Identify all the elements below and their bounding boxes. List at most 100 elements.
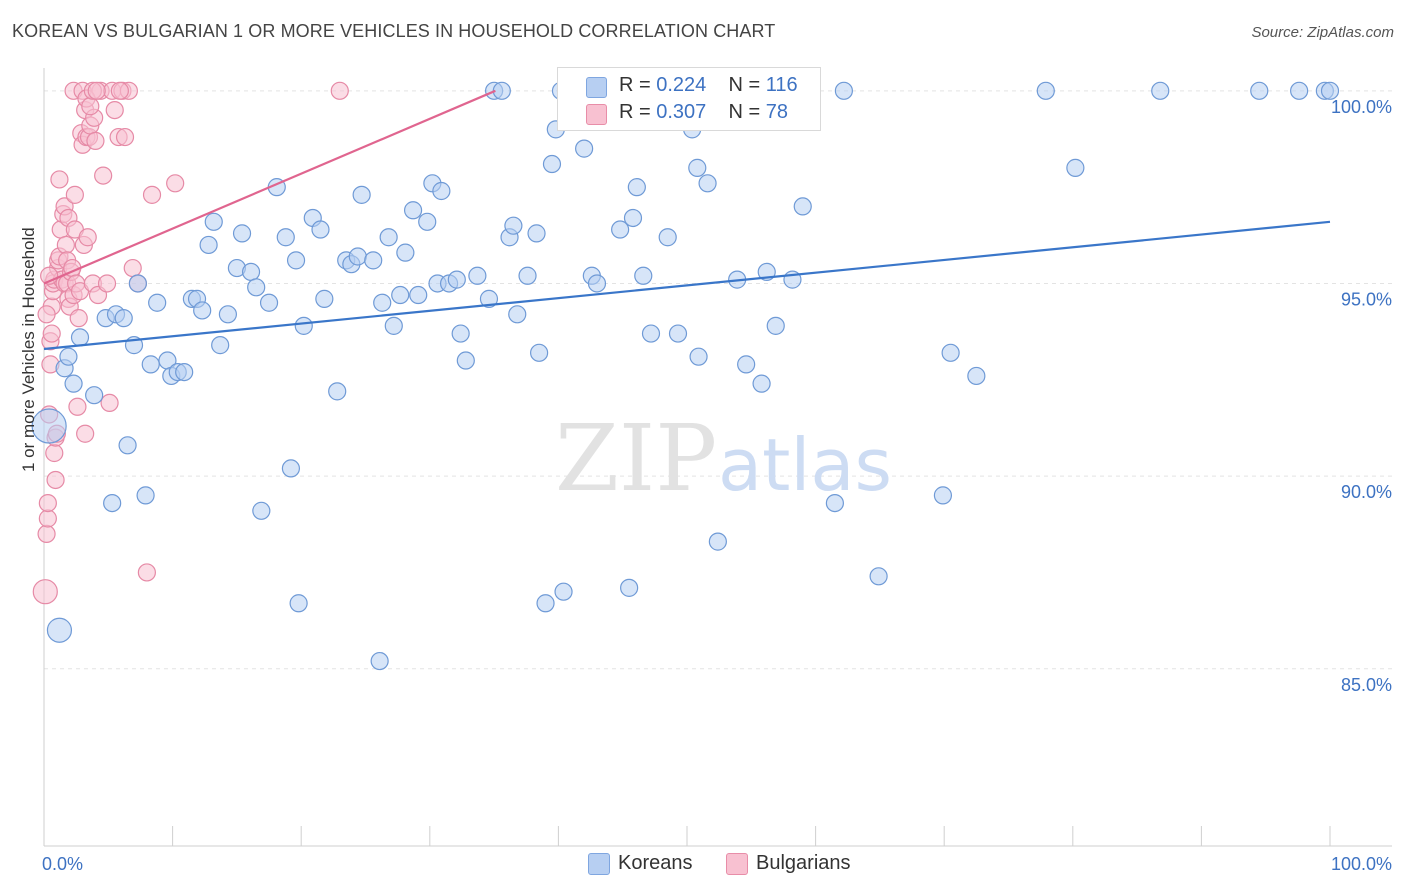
korean-point xyxy=(136,486,155,505)
korean-point xyxy=(508,305,527,324)
tick-labels: 85.0% 90.0% 95.0% 100.0% 0.0% 100.0% xyxy=(42,97,1392,874)
stats-legend: R = 0.224 N = 116 R = 0.307 N = 78 xyxy=(557,67,821,131)
korean-point xyxy=(396,243,415,262)
korean-point xyxy=(587,274,607,293)
bulgarian-point xyxy=(37,524,56,544)
bulgarian-point xyxy=(38,493,57,513)
bulgarian-point xyxy=(86,131,105,151)
koreans-n-label: N = xyxy=(728,74,761,96)
korean-point xyxy=(825,493,844,513)
x-tick-label: 0.0% xyxy=(42,854,83,874)
korean-point xyxy=(834,81,853,100)
korean-point xyxy=(941,343,960,362)
korean-point xyxy=(737,355,756,374)
bulgarian-point xyxy=(56,235,75,255)
korean-point xyxy=(328,382,347,401)
korean-point xyxy=(241,262,261,282)
korean-point xyxy=(141,355,160,374)
source-label: Source: ZipAtlas.com xyxy=(1251,24,1394,41)
korean-point xyxy=(232,224,252,243)
korean-point xyxy=(634,266,653,285)
watermark-zip: ZIP xyxy=(555,405,717,512)
korean-point xyxy=(504,216,523,235)
bulgarian-point xyxy=(123,258,142,278)
bulgarian-point xyxy=(137,563,156,582)
korean-point xyxy=(193,301,212,320)
gridlines xyxy=(44,90,1392,670)
korean-point xyxy=(418,212,437,231)
korean-point xyxy=(933,486,953,505)
y-axis-label: 1 or more Vehicles in Household xyxy=(19,227,38,472)
korean-point xyxy=(542,154,562,174)
korean-point xyxy=(252,501,271,520)
bulgarian-point xyxy=(166,174,185,193)
korean-point xyxy=(259,293,279,312)
korean-point xyxy=(698,174,717,193)
korean-point xyxy=(554,582,573,601)
korean-point xyxy=(311,220,330,239)
korean-point xyxy=(70,328,90,347)
bulgarian-point xyxy=(97,274,117,293)
korean-point xyxy=(967,366,986,386)
korean-point xyxy=(59,347,78,366)
korean-point xyxy=(620,578,639,597)
korean-point xyxy=(869,567,888,586)
koreans-n-value: 116 xyxy=(765,74,798,96)
korean-point xyxy=(46,617,73,643)
korean-point xyxy=(370,651,389,671)
korean-point xyxy=(373,293,392,312)
korean-point xyxy=(289,594,308,613)
bulgarian-point xyxy=(110,81,129,100)
bulgarians-points xyxy=(32,81,349,605)
bulgarian-point xyxy=(46,470,65,490)
korean-point xyxy=(348,247,367,266)
korean-point xyxy=(575,139,594,158)
axes xyxy=(43,68,1392,847)
y-tick-label: 90.0% xyxy=(1341,482,1392,502)
korean-point xyxy=(468,266,487,285)
korean-point xyxy=(793,197,812,216)
korean-point xyxy=(379,228,398,247)
korean-point xyxy=(199,235,218,255)
korean-point xyxy=(766,316,785,335)
korean-point xyxy=(286,251,306,270)
korean-point xyxy=(1066,158,1085,177)
bulgarian-point xyxy=(330,81,349,100)
korean-point xyxy=(668,324,688,343)
korean-point xyxy=(118,436,137,455)
bulgarian-point xyxy=(94,166,113,185)
korean-point xyxy=(114,309,133,328)
korean-point xyxy=(611,220,630,239)
korean-point xyxy=(64,374,83,393)
korean-point xyxy=(247,278,266,297)
korean-point xyxy=(752,374,771,393)
bulgarian-point xyxy=(76,424,95,443)
korean-point xyxy=(627,178,646,197)
korean-point xyxy=(641,324,661,343)
korean-point xyxy=(451,324,470,343)
koreans-trendline xyxy=(43,220,1331,351)
y-tick-label: 85.0% xyxy=(1341,675,1392,695)
korean-point xyxy=(1151,81,1170,100)
bulgarian-point xyxy=(81,97,100,116)
korean-point xyxy=(689,347,708,366)
koreans-r-value: 0.224 xyxy=(656,74,707,96)
korean-point xyxy=(281,459,301,478)
koreans-r-label: R = xyxy=(619,74,651,96)
bulgarians-trendline xyxy=(43,89,496,285)
korean-point xyxy=(391,285,410,305)
korean-point xyxy=(447,270,466,289)
korean-point xyxy=(294,316,313,335)
bulgarians-legend-swatch xyxy=(726,853,748,875)
watermark-atlas: atlas xyxy=(718,423,892,507)
bulgarian-point xyxy=(65,185,84,204)
y-tick-label: 100.0% xyxy=(1331,97,1392,117)
korean-point xyxy=(1250,81,1269,100)
korean-point xyxy=(623,208,643,228)
korean-point xyxy=(1320,81,1340,100)
chart-title: KOREAN VS BULGARIAN 1 OR MORE VEHICLES I… xyxy=(12,21,776,41)
korean-point xyxy=(1290,81,1309,100)
bulgarian-point xyxy=(37,305,56,324)
bulgarians-n-label: N = xyxy=(728,101,761,123)
